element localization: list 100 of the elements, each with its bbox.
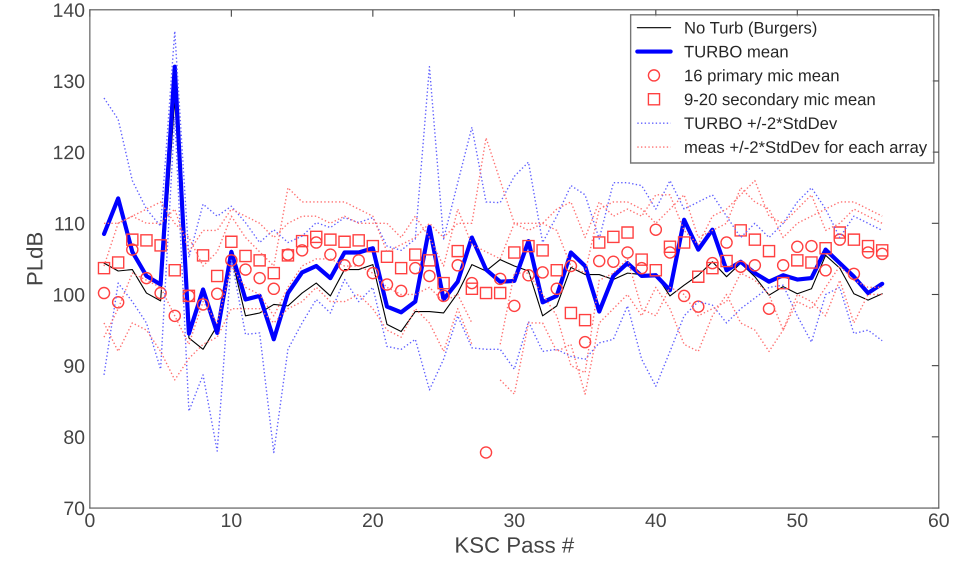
point bbox=[876, 244, 888, 257]
y-axis-title: PLdB bbox=[26, 232, 43, 284]
point bbox=[848, 233, 860, 246]
x-tick-label: 0 bbox=[85, 513, 95, 528]
legend-label: No Turb (Burgers) bbox=[685, 21, 816, 37]
point bbox=[706, 256, 719, 270]
point bbox=[168, 310, 182, 322]
legend-label: 9-20 secondary mic mean bbox=[684, 93, 875, 109]
point bbox=[394, 262, 408, 274]
point bbox=[380, 278, 394, 291]
point bbox=[480, 286, 492, 300]
point bbox=[762, 244, 776, 258]
point bbox=[805, 256, 818, 269]
point bbox=[748, 233, 762, 246]
legend-label: meas +/-2*StdDev for each array bbox=[685, 140, 928, 156]
y-tick-label: 70 bbox=[64, 501, 84, 516]
point bbox=[324, 248, 337, 261]
point bbox=[664, 240, 676, 254]
point bbox=[239, 250, 252, 262]
y-tick-label: 80 bbox=[64, 430, 84, 444]
point bbox=[834, 226, 846, 239]
point bbox=[296, 244, 308, 257]
point bbox=[536, 266, 549, 279]
point bbox=[324, 233, 337, 246]
x-tick-label: 10 bbox=[222, 513, 242, 528]
point bbox=[621, 246, 634, 259]
point bbox=[536, 244, 549, 257]
legend-label: TURBO +/-2*StdDev bbox=[684, 116, 838, 130]
point bbox=[720, 254, 733, 268]
point bbox=[678, 236, 690, 249]
point bbox=[451, 259, 464, 272]
point bbox=[126, 243, 139, 256]
point bbox=[480, 446, 492, 459]
point bbox=[196, 298, 210, 311]
legend-label: TURBO mean bbox=[684, 46, 788, 58]
point bbox=[720, 236, 733, 249]
point bbox=[225, 236, 238, 248]
y-tick-label: 120 bbox=[54, 146, 84, 160]
point bbox=[650, 223, 662, 236]
point bbox=[394, 284, 408, 298]
point bbox=[678, 290, 690, 302]
point bbox=[112, 256, 124, 269]
point bbox=[550, 282, 564, 296]
point bbox=[268, 282, 280, 296]
point bbox=[253, 254, 266, 267]
point bbox=[621, 226, 634, 239]
point bbox=[607, 255, 620, 268]
point bbox=[635, 262, 648, 274]
x-tick-label: 50 bbox=[787, 513, 808, 528]
point bbox=[423, 254, 436, 267]
point bbox=[366, 266, 380, 280]
point bbox=[310, 236, 322, 249]
point bbox=[494, 286, 506, 300]
point bbox=[268, 266, 280, 280]
point bbox=[607, 230, 620, 244]
point bbox=[196, 249, 210, 262]
point bbox=[848, 268, 860, 280]
point bbox=[409, 262, 422, 274]
point bbox=[494, 272, 506, 286]
point bbox=[366, 240, 380, 252]
point bbox=[706, 262, 719, 274]
point bbox=[210, 288, 224, 300]
point bbox=[154, 286, 167, 300]
point bbox=[522, 269, 535, 282]
point bbox=[508, 246, 521, 259]
point bbox=[550, 264, 564, 277]
point bbox=[352, 234, 365, 247]
y-tick-label: 130 bbox=[54, 74, 84, 88]
point bbox=[423, 270, 436, 282]
point bbox=[791, 254, 804, 267]
point bbox=[564, 260, 578, 272]
point bbox=[791, 240, 804, 254]
point bbox=[508, 300, 521, 312]
y-tick-label: 140 bbox=[54, 3, 84, 18]
x-tick-label: 20 bbox=[363, 513, 383, 528]
point bbox=[409, 248, 422, 261]
point bbox=[578, 314, 592, 326]
point bbox=[834, 233, 846, 246]
point bbox=[522, 240, 535, 252]
point bbox=[154, 239, 167, 252]
point bbox=[98, 262, 110, 274]
point bbox=[664, 246, 676, 259]
y-tick-label: 110 bbox=[55, 216, 84, 231]
point bbox=[466, 282, 478, 296]
point bbox=[310, 230, 322, 244]
legend-label: 16 primary mic mean bbox=[685, 69, 838, 85]
point bbox=[692, 270, 705, 283]
point bbox=[592, 236, 606, 249]
point bbox=[437, 276, 450, 290]
point bbox=[239, 263, 252, 276]
point bbox=[168, 264, 182, 277]
point bbox=[210, 270, 224, 282]
point bbox=[819, 242, 832, 254]
point bbox=[862, 240, 874, 252]
y-tick-label: 100 bbox=[54, 288, 84, 302]
point bbox=[338, 259, 351, 272]
point bbox=[225, 254, 238, 267]
point bbox=[592, 254, 606, 268]
point bbox=[692, 300, 705, 313]
point bbox=[762, 302, 776, 315]
